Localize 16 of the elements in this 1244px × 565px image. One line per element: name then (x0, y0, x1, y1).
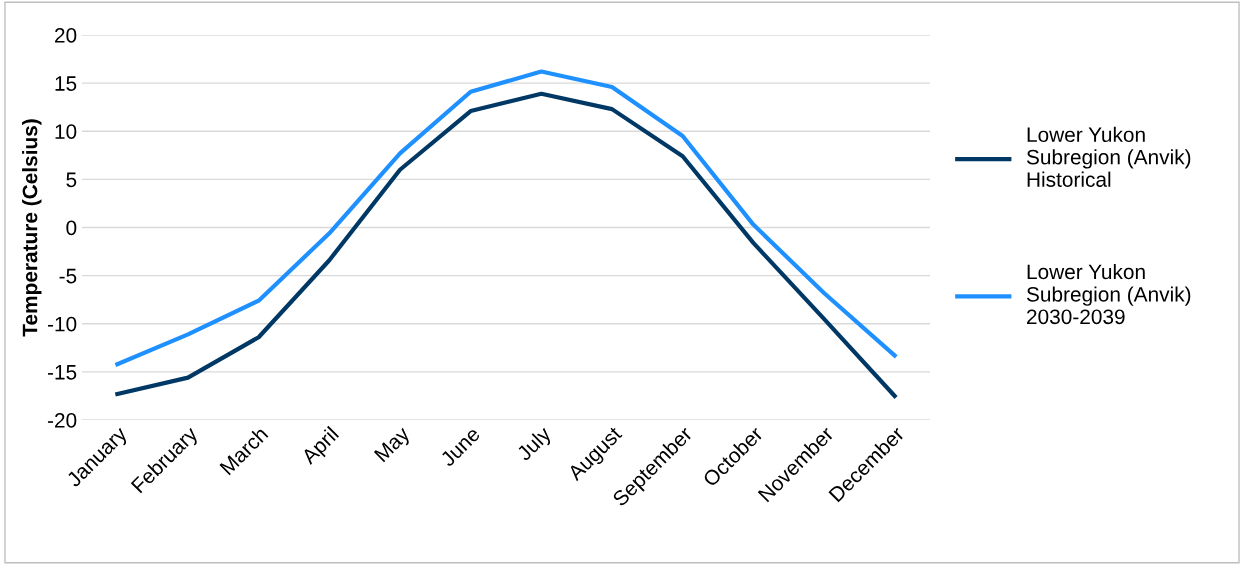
line-series (115, 91, 897, 399)
y-tick-label: -20 (47, 413, 77, 428)
line-series (115, 69, 897, 367)
x-tick-label: July (515, 424, 556, 465)
legend-label: Lower Yukon Subregion (Anvik) 2030-2039 (1026, 263, 1191, 325)
y-tick-label: -10 (47, 316, 77, 332)
y-tick-label: 20 (55, 28, 77, 43)
y-tick-label: 5 (66, 172, 77, 188)
legend-label: Lower Yukon Subregion (Anvik) Historical (1026, 126, 1191, 187)
y-tick-label: 0 (66, 220, 77, 236)
y-tick-label: 10 (55, 124, 77, 139)
y-tick-label: -15 (47, 365, 77, 380)
y-tick-label: -5 (59, 268, 77, 284)
x-tick-label: May (373, 425, 414, 466)
y-axis-title: Temperature (Celsius) (22, 119, 42, 337)
y-tick-label: 15 (55, 76, 77, 91)
